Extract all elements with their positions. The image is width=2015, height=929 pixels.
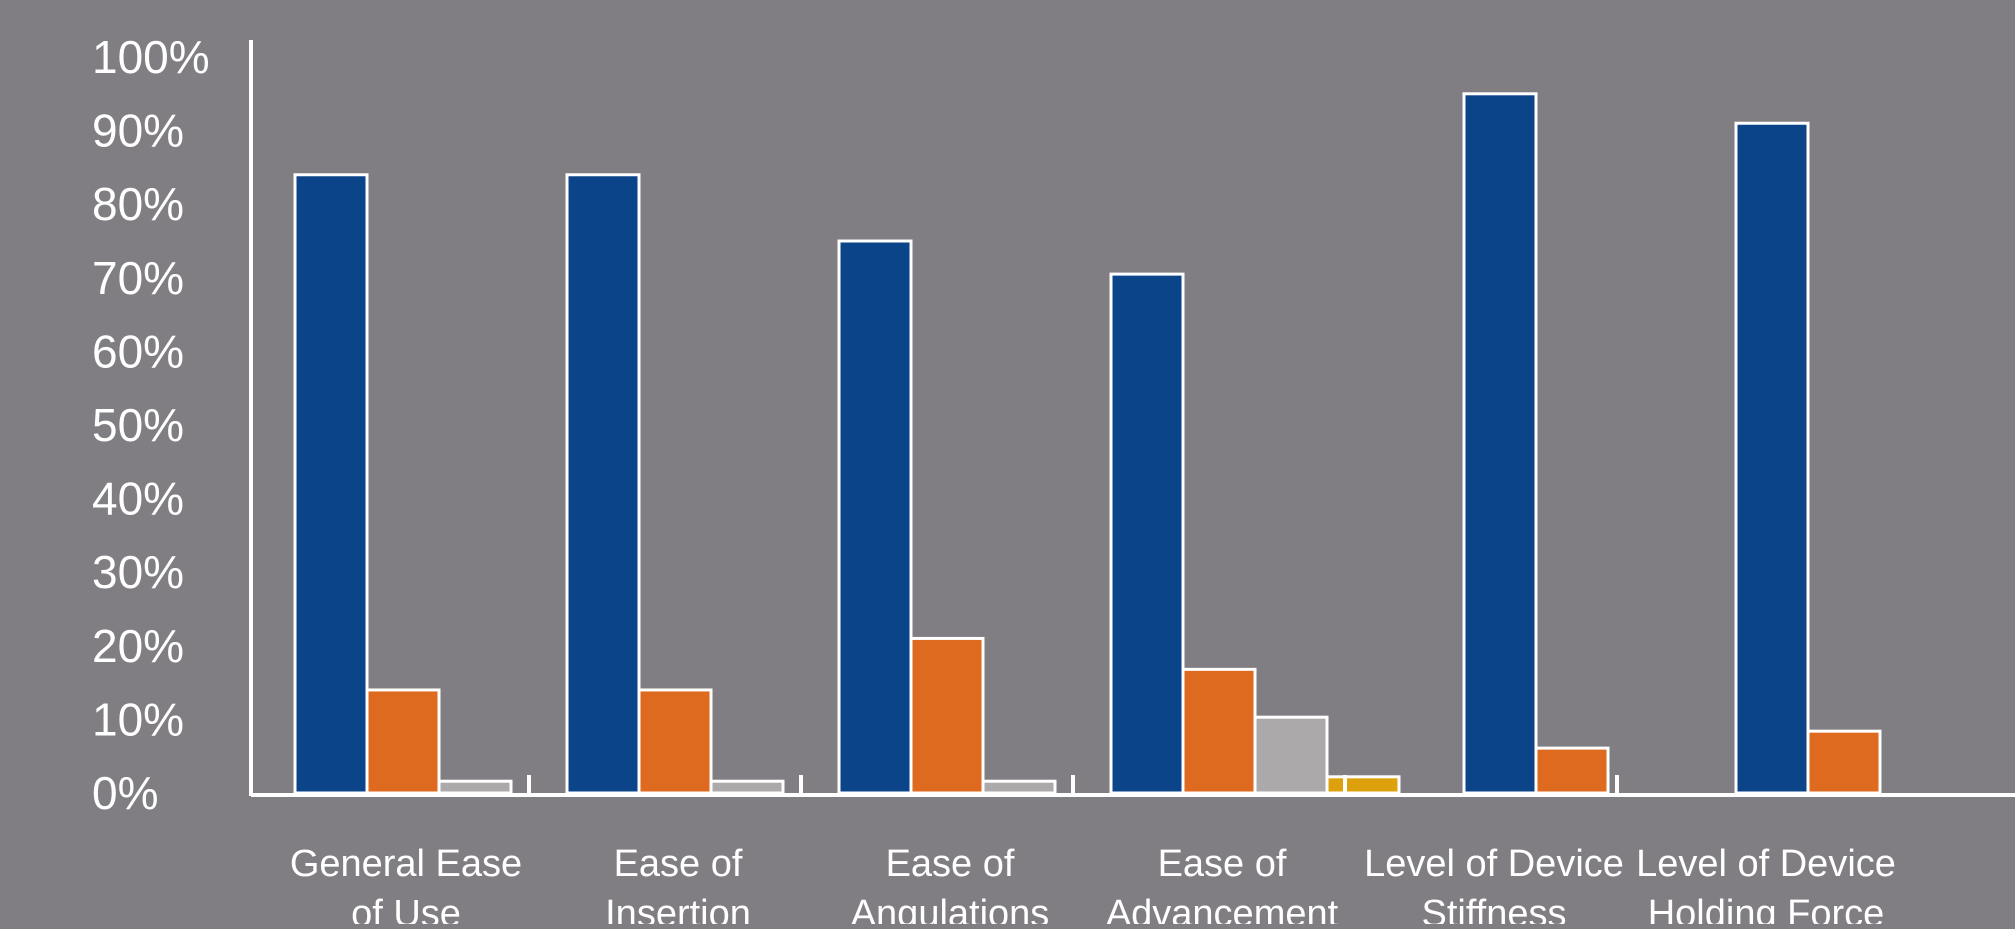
x-tick-label: of Use xyxy=(351,893,461,924)
y-tick-label: 30% xyxy=(92,546,184,598)
bar xyxy=(1253,715,1329,795)
y-tick-label: 70% xyxy=(92,252,184,304)
bar xyxy=(565,173,641,795)
bar xyxy=(1534,746,1610,795)
x-tick-label: Ease of xyxy=(886,843,1015,885)
bar xyxy=(981,779,1057,795)
bar xyxy=(1181,667,1257,795)
bar xyxy=(1734,121,1810,795)
x-tick-label: General Ease xyxy=(290,843,522,885)
x-tick-label: Level of Device xyxy=(1364,843,1624,885)
bar xyxy=(1806,729,1882,795)
bar xyxy=(637,688,713,795)
y-tick-label: 100% xyxy=(92,31,210,83)
bar xyxy=(293,173,369,795)
x-tick-label: Ease of xyxy=(614,843,743,885)
x-tick-label: Stiffness xyxy=(1421,893,1566,924)
y-tick-label: 40% xyxy=(92,473,184,525)
x-tick-label: Advancement xyxy=(1106,893,1339,924)
y-tick-label: 60% xyxy=(92,325,184,377)
y-tick-label: 90% xyxy=(92,105,184,157)
bar xyxy=(1462,92,1538,795)
bar xyxy=(437,779,513,795)
bar xyxy=(909,636,985,795)
y-tick-label: 0% xyxy=(92,767,158,819)
y-tick-label: 10% xyxy=(92,693,184,745)
x-tick-label: Insertion xyxy=(605,893,751,924)
bar xyxy=(837,239,913,795)
bar xyxy=(709,779,785,795)
y-tick-label: 80% xyxy=(92,178,184,230)
bar xyxy=(1325,775,1401,795)
x-tick-label: Angulations xyxy=(851,893,1050,924)
y-tick-label: 20% xyxy=(92,620,184,672)
x-tick-label: Level of Device xyxy=(1636,843,1896,885)
x-tick-label: Ease of xyxy=(1158,843,1287,885)
bar xyxy=(1109,272,1185,795)
bar xyxy=(365,688,441,795)
x-tick-label: Holding Force xyxy=(1648,893,1885,924)
y-tick-label: 50% xyxy=(92,399,184,451)
